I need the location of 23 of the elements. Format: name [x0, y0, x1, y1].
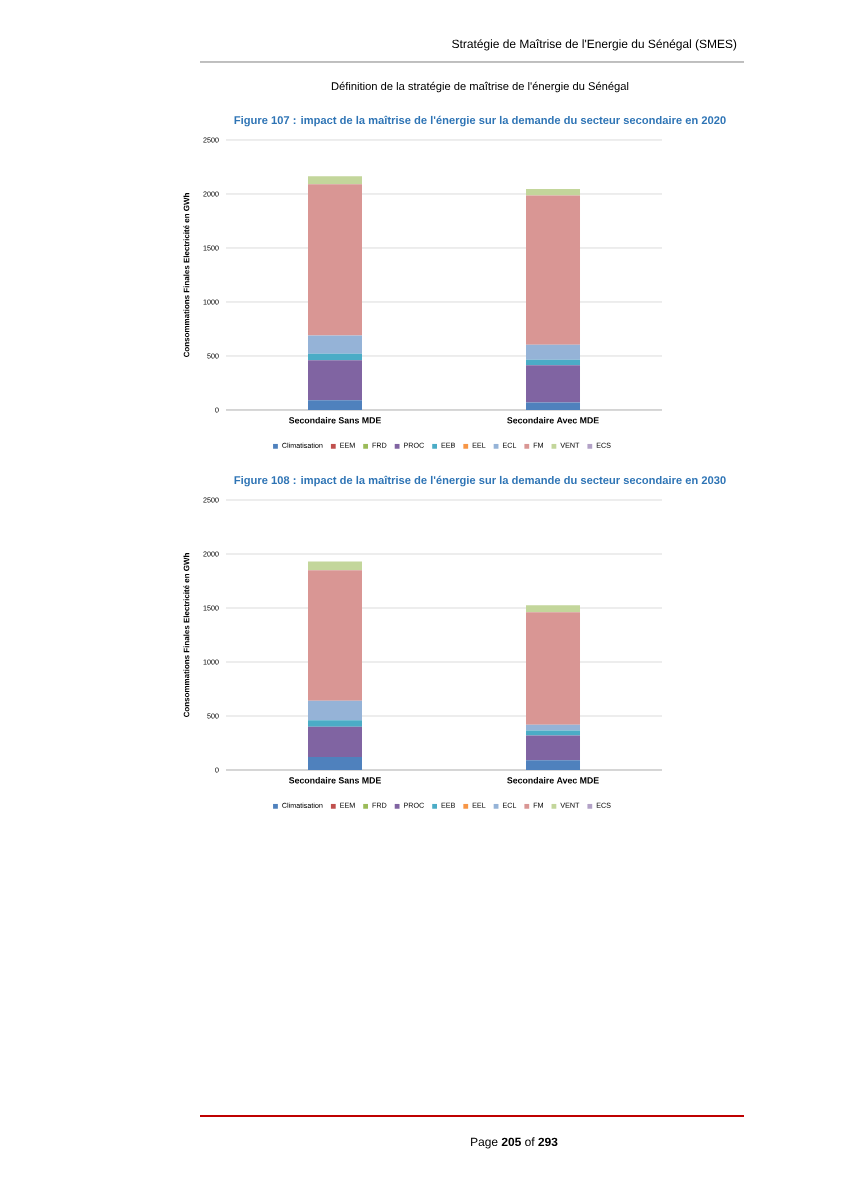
- bar: [308, 570, 362, 701]
- bar: [526, 365, 581, 403]
- bar: [308, 726, 362, 758]
- bar: [526, 344, 581, 360]
- bar: [308, 400, 362, 410]
- bar: [308, 720, 362, 727]
- bar: [526, 359, 581, 366]
- bar: [526, 605, 581, 613]
- bar: [526, 189, 581, 196]
- bar: [308, 561, 362, 571]
- bar: [526, 760, 581, 770]
- bar: [308, 353, 362, 361]
- bar: [308, 700, 362, 721]
- bar: [526, 724, 581, 731]
- bar: [308, 335, 362, 354]
- bar: [526, 612, 581, 725]
- bar: [308, 757, 362, 770]
- bar: [308, 176, 362, 185]
- bar: [308, 184, 362, 336]
- bar: [526, 195, 581, 345]
- bar: [526, 402, 581, 410]
- bar: [526, 735, 581, 761]
- bar: [308, 360, 362, 401]
